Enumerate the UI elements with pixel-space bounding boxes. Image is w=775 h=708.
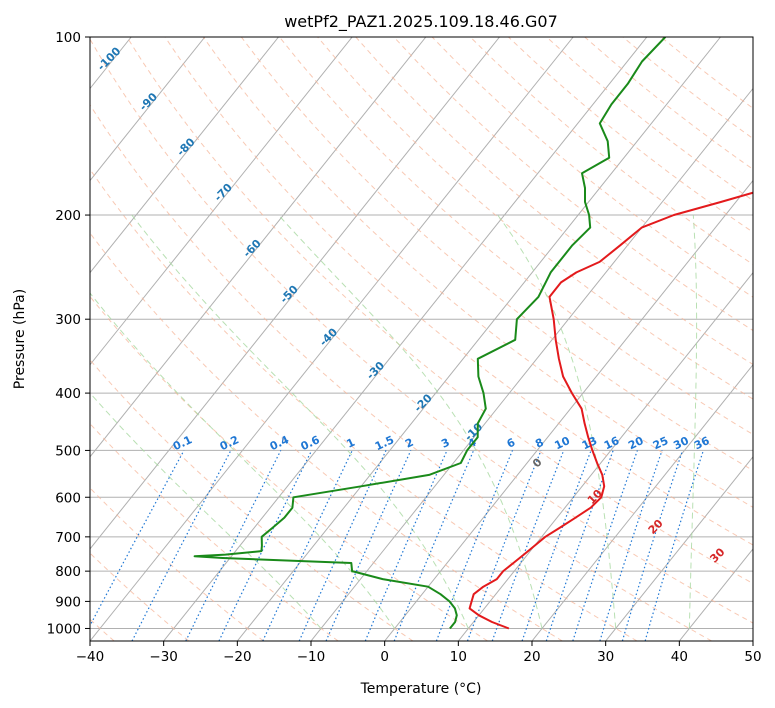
mixing-ratio-line	[435, 450, 514, 641]
x-tick-label: 0	[380, 649, 389, 665]
x-axis-title: Temperature (°C)	[360, 681, 482, 697]
plot-frame	[89, 36, 754, 642]
dry-adiabat-line	[393, 37, 753, 332]
dry-adiabat-line	[202, 37, 753, 508]
isotherm-line	[90, 37, 353, 366]
y-tick-label: 700	[55, 530, 81, 546]
dry-adiabat-line	[90, 487, 264, 641]
mixing-ratio-line	[325, 450, 412, 641]
mixing-ratio-line	[644, 450, 704, 641]
x-tick-label: −20	[223, 649, 252, 665]
x-tick-label: 30	[597, 649, 614, 665]
dry-adiabat-line	[279, 37, 753, 436]
mixing-ratio-label: 20	[626, 434, 646, 452]
isotherm-line	[90, 37, 574, 641]
mixing-ratio-line	[521, 450, 592, 641]
isotherm-line	[236, 37, 721, 641]
mixing-ratio-line	[572, 450, 638, 641]
y-axis-title: Pressure (hPa)	[12, 289, 28, 389]
dry-adiabat-line	[317, 37, 753, 400]
background-lines	[90, 37, 753, 641]
dewpoint-profile-line	[193, 37, 667, 630]
mixing-ratio-line	[466, 450, 542, 641]
dry-adiabat-line	[90, 295, 488, 641]
isotherm-line	[90, 37, 500, 550]
dry-adiabat-line	[164, 37, 753, 546]
isotherm-line	[90, 37, 206, 182]
mixing-ratio-label: 36	[692, 434, 712, 452]
dry-adiabat-line	[90, 232, 563, 641]
isotherm-line	[531, 363, 753, 641]
mixing-ratio-label: 25	[651, 434, 670, 452]
y-tick-label: 500	[55, 443, 81, 459]
mixing-ratio-label: 16	[602, 434, 622, 452]
y-tick-label: 300	[55, 312, 81, 328]
y-tick-label: 1000	[47, 621, 81, 637]
mixing-ratio-line	[621, 450, 684, 641]
y-tick-label: 100	[55, 30, 81, 46]
x-tick-label: 50	[744, 649, 761, 665]
dry-adiabat-line	[90, 104, 712, 641]
isotherm-line	[605, 456, 753, 641]
mixing-ratio-line	[545, 450, 614, 641]
temperature-profile-line	[468, 191, 753, 630]
x-tick-label: −30	[149, 649, 178, 665]
mixing-ratio-line	[90, 450, 185, 627]
x-axis: −40 −30 −20 −10 0 10 20 30 40 50	[76, 641, 762, 665]
y-tick-label: 600	[55, 490, 81, 506]
moist-adiabat-line	[688, 214, 698, 629]
x-tick-label: −40	[76, 649, 105, 665]
moist-adiabat-line	[131, 214, 469, 629]
isotherm-line	[163, 37, 648, 641]
dry-adiabat-line	[90, 38, 753, 624]
mixing-ratio-line	[491, 450, 565, 641]
moist-adiabat-line	[90, 392, 322, 629]
mixing-ratio-line	[185, 450, 282, 641]
moist-adiabat-line	[90, 292, 396, 629]
isotherm-line	[90, 37, 279, 274]
chart-title: wetPf2_PAZ1.2025.109.18.46.G07	[284, 12, 558, 32]
x-tick-label: 40	[671, 649, 688, 665]
y-tick-label: 800	[55, 564, 81, 580]
y-tick-label: 900	[55, 594, 81, 610]
isotherm-line	[457, 271, 753, 641]
mixing-ratio-line	[393, 450, 475, 641]
x-tick-label: 20	[523, 649, 540, 665]
isotherm-line	[90, 37, 427, 458]
isotherm-line	[384, 179, 753, 641]
series-layer	[193, 37, 753, 630]
dry-adiabat-line	[126, 37, 753, 585]
mixing-ratio-line	[599, 450, 663, 641]
mixing-ratio-label: 30	[671, 434, 691, 452]
mixing-ratio-line	[364, 450, 448, 641]
mixing-ratio-label: 10	[553, 434, 573, 452]
x-tick-label: −10	[297, 649, 326, 665]
dry-adiabat-line	[90, 552, 190, 641]
x-tick-label: 10	[450, 649, 467, 665]
y-tick-label: 200	[55, 208, 81, 224]
y-tick-label: 400	[55, 386, 81, 402]
dry-adiabat-line	[90, 359, 414, 641]
y-axis: 1000 900 800 700 600 500 400 300 200 100	[47, 30, 90, 637]
dry-adiabat-line	[90, 168, 638, 641]
